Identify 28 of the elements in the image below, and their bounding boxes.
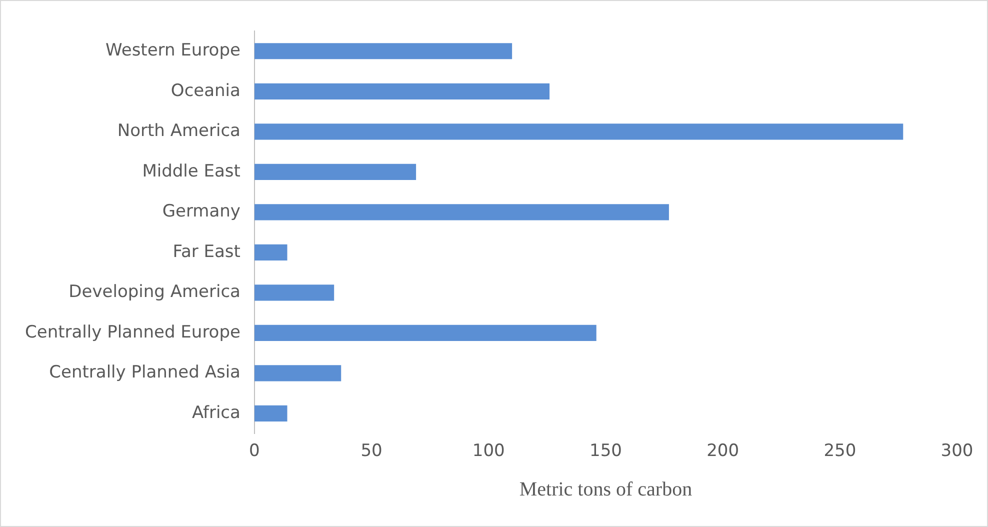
bar: [254, 365, 342, 382]
y-tick-label: Germany: [162, 202, 240, 222]
bar: [254, 43, 512, 60]
bar: [254, 324, 596, 341]
bar: [254, 284, 334, 301]
x-tick-label: 50: [360, 441, 382, 462]
bar: [254, 124, 904, 140]
y-tick-label: Centrally Planned Asia: [49, 362, 240, 383]
y-tick-label: Middle East: [142, 161, 241, 182]
y-tick-label: Far East: [172, 242, 241, 262]
x-tick-label: 300: [940, 441, 974, 462]
y-tick-label: Oceania: [170, 80, 240, 101]
bar: [254, 164, 416, 180]
y-tick-label: Western Europe: [106, 40, 240, 61]
x-tick-label: 0: [249, 441, 260, 462]
x-tick-label: 200: [706, 441, 740, 462]
bar: [254, 83, 550, 100]
x-tick-label: 250: [824, 441, 856, 462]
y-tick-label: Developing America: [68, 282, 240, 302]
bar: [254, 204, 669, 220]
x-tick-label: 150: [590, 441, 622, 462]
x-axis-title: Metric tons of carbon: [519, 478, 692, 500]
bar: [254, 405, 288, 422]
y-tick-label: Africa: [192, 402, 240, 423]
bar: [254, 244, 288, 260]
y-tick-label: North America: [117, 121, 240, 142]
y-tick-label: Centrally Planned Europe: [24, 322, 240, 342]
x-tick-label: 100: [472, 441, 505, 462]
